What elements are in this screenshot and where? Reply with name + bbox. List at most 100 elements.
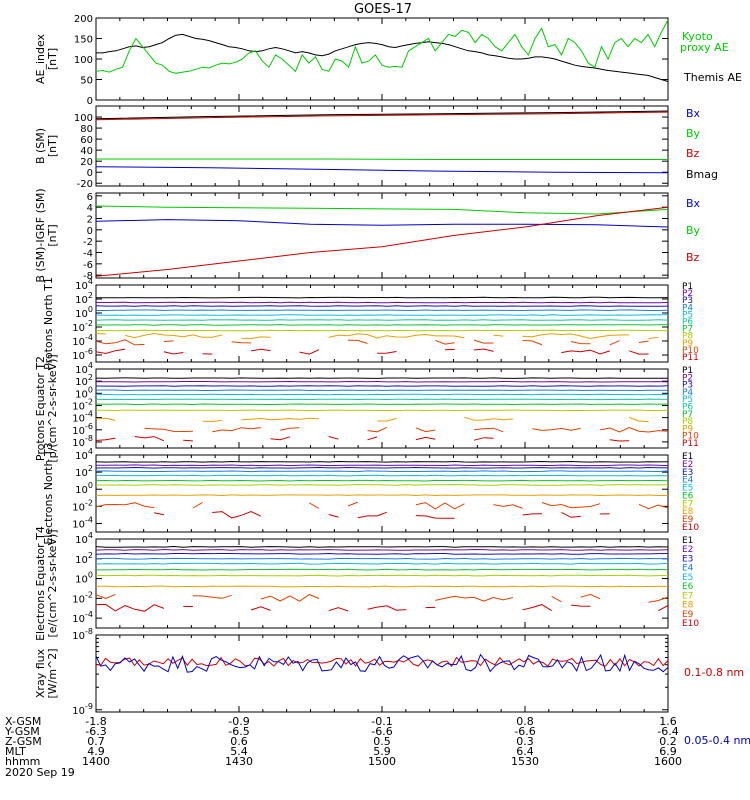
- legend-label: Bx: [686, 197, 701, 210]
- flux-channel-segment: [95, 348, 126, 355]
- legend-label: Bz: [686, 251, 700, 264]
- tick-label: 100: [75, 305, 93, 320]
- legend-label: P3: [682, 381, 693, 391]
- legend-label: E1: [682, 452, 693, 462]
- legend-label: E10: [682, 619, 699, 629]
- legend-label: P1: [682, 366, 693, 376]
- series-xray-blue: [95, 653, 669, 673]
- orbit-row-value: 6.9: [659, 745, 677, 758]
- orbit-row-value: 0.8: [516, 715, 534, 728]
- flux-channel-segment: [95, 502, 155, 509]
- tick-label: -2: [83, 237, 93, 248]
- series-by: [96, 158, 668, 160]
- tick-label: 100: [74, 113, 93, 124]
- legend-label: 0.05-0.4 nm: [684, 734, 750, 747]
- flux-channel: [96, 484, 669, 486]
- flux-channel-segment: [134, 436, 165, 442]
- flux-channel-segment: [473, 437, 494, 441]
- orbit-row-value: 0.5: [373, 735, 391, 748]
- flux-channel-segment: [600, 426, 669, 433]
- flux-channel: [96, 329, 669, 332]
- tick-label: 10-8: [72, 627, 93, 642]
- legend-label: E3: [682, 554, 693, 564]
- tick-label: 20: [80, 157, 93, 168]
- flux-channel: [95, 574, 669, 577]
- legend-label: Bx: [686, 107, 701, 120]
- flux-channel: [95, 557, 668, 560]
- flux-channel-segment: [474, 427, 504, 433]
- tick-label: 10-2: [72, 397, 93, 412]
- legend-label: E10: [682, 523, 699, 533]
- legend-label: E5: [682, 573, 693, 583]
- flux-channel-segment: [299, 349, 320, 355]
- axis-label: Electrons North T3: [42, 442, 55, 544]
- tick-label: 4: [87, 203, 93, 214]
- flux-channel-segment: [163, 351, 184, 355]
- legend-label: P7: [682, 325, 693, 335]
- orbit-row-value: -1.8: [85, 715, 106, 728]
- tick-label: -8: [83, 271, 93, 282]
- legend-label: E6: [682, 582, 694, 592]
- legend-label: E8: [682, 601, 694, 611]
- legend-label: P4: [682, 303, 693, 313]
- flux-channel-segment: [328, 333, 465, 339]
- legend-label: P6: [682, 318, 693, 328]
- orbit-row-value: 0.7: [87, 735, 105, 748]
- panel-frame: [95, 538, 669, 629]
- legend-label: P10: [682, 346, 699, 356]
- flux-channel-segment: [260, 593, 320, 602]
- flux-channel: [96, 568, 669, 571]
- flux-channel-segment: [415, 502, 465, 510]
- legend-label: By: [686, 127, 701, 140]
- flux-channel-segment: [202, 419, 223, 423]
- orbit-row-value: -0.1: [371, 715, 392, 728]
- orbit-row-value: -6.4: [657, 725, 678, 738]
- tick-label: 10-6: [72, 347, 93, 362]
- flux-channel-segment: [328, 436, 339, 440]
- flux-channel: [95, 296, 669, 299]
- flux-channel-segment: [231, 341, 252, 344]
- flux-channel-segment: [415, 515, 455, 519]
- series-xray-red: [95, 656, 669, 668]
- flux-channel: [95, 377, 669, 379]
- flux-channel: [95, 474, 669, 477]
- flux-channel-segment: [144, 427, 193, 433]
- tick-label: 10-9: [72, 702, 93, 717]
- axis-label: AE_index[nT]: [34, 33, 59, 84]
- flux-channel: [95, 398, 669, 401]
- flux-channel-segment: [192, 594, 232, 599]
- series-bz: [95, 111, 669, 121]
- flux-channel-segment: [95, 593, 116, 599]
- flux-channel-segment: [415, 436, 436, 441]
- tick-label: 102: [75, 291, 93, 306]
- tick-label: 80: [80, 124, 93, 135]
- tick-label: -4: [83, 249, 93, 260]
- flux-channel: [95, 324, 669, 326]
- panel-frame: [95, 192, 669, 279]
- flux-channel-segment: [250, 606, 271, 611]
- legend-label: E7: [682, 499, 693, 509]
- tick-label: 60: [80, 135, 93, 146]
- panel-xray-flux: 10-8 10-9 Xray flux[W/m^2] 0.1-0.8 nm 0.05-0…: [34, 627, 750, 747]
- legend-label: P11: [682, 353, 699, 363]
- flux-channel-segment: [474, 348, 494, 352]
- legend-label: E9: [682, 610, 694, 620]
- flux-channel-segment: [493, 334, 504, 337]
- flux-channel-segment: [570, 341, 591, 345]
- orbit-row-value: 1430: [225, 755, 253, 768]
- legend-label: 0.1-0.8 nm: [684, 666, 744, 679]
- legend-label: P5: [682, 395, 693, 405]
- flux-channel-segment: [280, 427, 300, 431]
- axis-label: Electrons Equator T4[e/(cm^2-s-sr-keV)]: [34, 526, 59, 641]
- orbit-row-value: -6.6: [514, 725, 535, 738]
- flux-channel-segment: [648, 596, 669, 603]
- flux-channel-segment: [192, 501, 203, 509]
- legend-label: P11: [682, 439, 699, 449]
- tick-label: 10-2: [72, 498, 93, 513]
- legend-label: E7: [682, 591, 693, 601]
- legend-label: Bz: [686, 147, 700, 160]
- flux-channel-segment: [464, 416, 513, 421]
- legend-label: P9: [682, 424, 693, 434]
